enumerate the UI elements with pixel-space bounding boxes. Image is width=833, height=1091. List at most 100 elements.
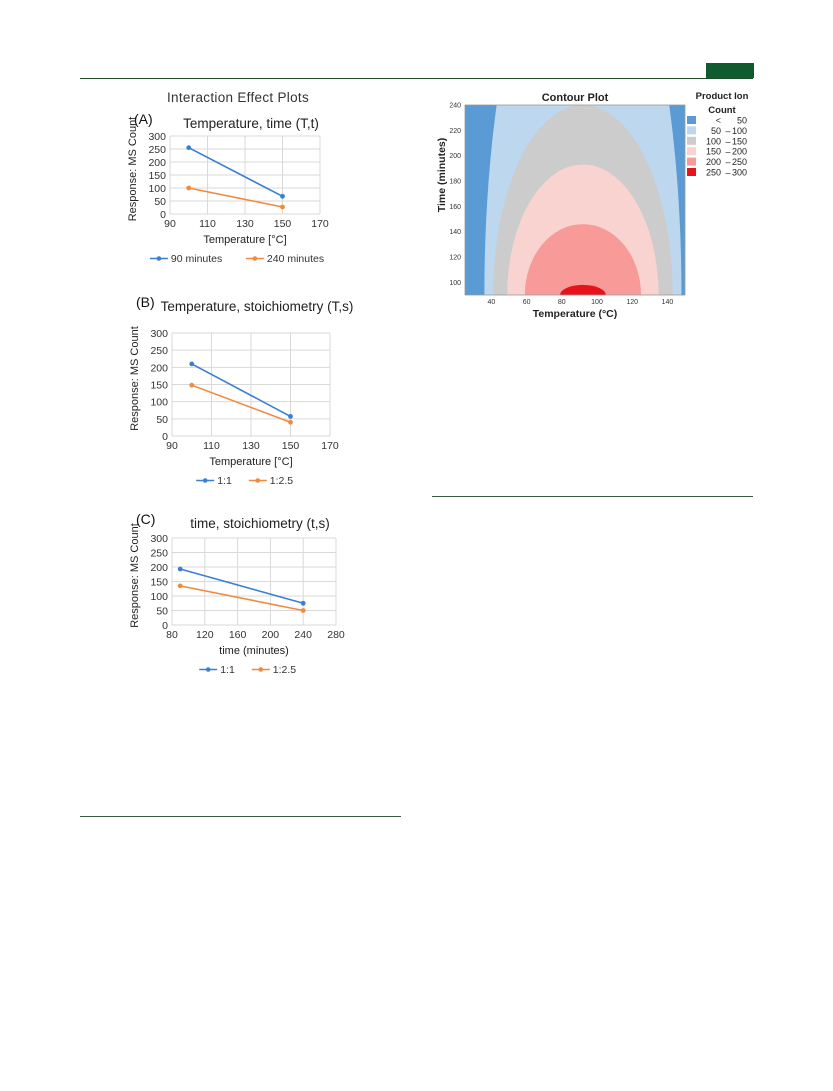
legend-swatch — [687, 147, 696, 156]
x-axis-label: Temperature [°C] — [203, 234, 286, 246]
y-tick-label: 0 — [160, 209, 166, 221]
x-tick-label: 90 — [164, 218, 176, 230]
contour-title: Contour Plot — [542, 92, 609, 104]
x-axis-label: Temperature [°C] — [209, 456, 292, 468]
legend-high: 50 — [737, 116, 747, 126]
y-tick-label: 50 — [156, 606, 168, 618]
legend-swatch — [687, 126, 696, 135]
legend-swatch — [687, 157, 696, 166]
y-tick-label: 100 — [150, 591, 168, 603]
panel-label: (A) — [134, 111, 153, 127]
x-tick-label: 120 — [626, 299, 638, 306]
y-tick-label: 100 — [148, 183, 166, 195]
legend-high: 200 — [732, 147, 747, 157]
legend-entry: 240 minutes — [267, 253, 324, 265]
series-line — [188, 146, 283, 198]
y-tick-label: 160 — [449, 204, 461, 211]
legend-dash: – — [725, 168, 730, 178]
data-point — [288, 419, 293, 425]
legend-title: Product Ion — [696, 91, 749, 102]
x-tick-label: 170 — [311, 218, 329, 230]
legend-low: < — [716, 116, 721, 126]
y-tick-label: 0 — [162, 431, 168, 443]
panel-title: time, stoichiometry (t,s) — [190, 516, 330, 531]
data-point — [280, 204, 285, 210]
y-tick-label: 200 — [150, 562, 168, 574]
data-point — [280, 193, 285, 199]
legend-low: 100 — [706, 136, 721, 146]
legend-entry: 1:2.5 — [270, 475, 294, 487]
legend-marker — [202, 478, 208, 483]
legend-marker — [258, 667, 264, 672]
legend-low: 200 — [706, 157, 721, 167]
y-tick-label: 150 — [150, 577, 168, 589]
legend-dash: – — [725, 157, 730, 167]
x-tick-label: 80 — [558, 299, 566, 306]
header-rule — [80, 78, 753, 79]
y-tick-label: 0 — [162, 620, 168, 632]
x-tick-label: 110 — [203, 440, 220, 452]
y-tick-label: 220 — [449, 128, 461, 135]
legend-high: 300 — [732, 168, 747, 178]
panel-c: (C) time, stoichiometry (t,s) 80 120 160 200 2… — [129, 511, 345, 676]
legend-low: 150 — [706, 147, 721, 157]
series-line — [191, 384, 291, 424]
y-tick-label: 50 — [156, 414, 168, 426]
contour-figure: Contour Plot 40 60 80 100 120 140 100 120 140 160… — [436, 91, 749, 320]
header-tab — [706, 63, 754, 78]
panel-title: Temperature, stoichiometry (T,s) — [161, 299, 354, 314]
data-point — [288, 414, 293, 419]
panel-a: (A) Temperature, time (T,t) 90 110 130 150 170… — [127, 111, 329, 265]
x-tick-label: 120 — [196, 629, 214, 641]
y-tick-label: 200 — [150, 362, 168, 374]
series-line — [188, 187, 283, 208]
series-line — [180, 585, 304, 612]
y-tick-label: 250 — [150, 548, 168, 560]
data-point — [186, 145, 192, 151]
y-tick-label: 120 — [449, 255, 461, 262]
legend-entry: 1:1 — [217, 475, 232, 487]
legend-marker — [205, 667, 211, 672]
legend-swatch — [687, 116, 696, 124]
legend-dash: – — [725, 126, 730, 136]
y-tick-label: 240 — [449, 103, 461, 110]
y-tick-label: 250 — [148, 144, 166, 156]
y-tick-label: 200 — [148, 157, 166, 169]
legend-swatch — [687, 136, 696, 145]
x-tick-label: 130 — [236, 218, 254, 230]
y-tick-label: 50 — [154, 196, 166, 208]
panel-label: (B) — [136, 294, 155, 310]
legend-low: 50 — [711, 126, 721, 136]
legend-high: 150 — [732, 136, 747, 146]
data-point — [186, 185, 192, 191]
x-tick-label: 130 — [242, 440, 260, 452]
x-tick-label: 40 — [488, 299, 496, 306]
panel-label: (C) — [136, 511, 155, 527]
y-tick-label: 100 — [449, 280, 461, 287]
figure-title: Interaction Effect Plots — [167, 90, 309, 105]
series-line — [191, 363, 291, 418]
legend-dash: – — [725, 136, 730, 146]
legend-marker — [252, 256, 258, 261]
y-tick-label: 250 — [150, 345, 168, 357]
x-tick-label: 90 — [166, 440, 178, 452]
interaction-effect-figure: Interaction Effect Plots (A) Temperature,… — [127, 90, 354, 676]
x-tick-label: 150 — [282, 440, 300, 452]
legend-high: 250 — [732, 157, 747, 167]
data-point — [177, 566, 183, 572]
contour-region — [524, 224, 641, 295]
legend-low: 250 — [706, 168, 721, 178]
y-tick-label: 300 — [150, 328, 168, 340]
x-tick-label: 110 — [199, 218, 216, 230]
y-tick-label: 150 — [150, 380, 168, 392]
y-axis-label: Time (minutes) — [436, 138, 448, 212]
legend-title: Count — [708, 105, 736, 116]
x-tick-label: 150 — [274, 218, 292, 230]
data-point — [189, 361, 195, 367]
data-point — [189, 382, 195, 388]
contour-frame — [464, 104, 686, 296]
x-tick-label: 160 — [229, 629, 247, 641]
x-tick-label: 240 — [294, 629, 312, 641]
y-tick-label: 150 — [148, 170, 166, 182]
